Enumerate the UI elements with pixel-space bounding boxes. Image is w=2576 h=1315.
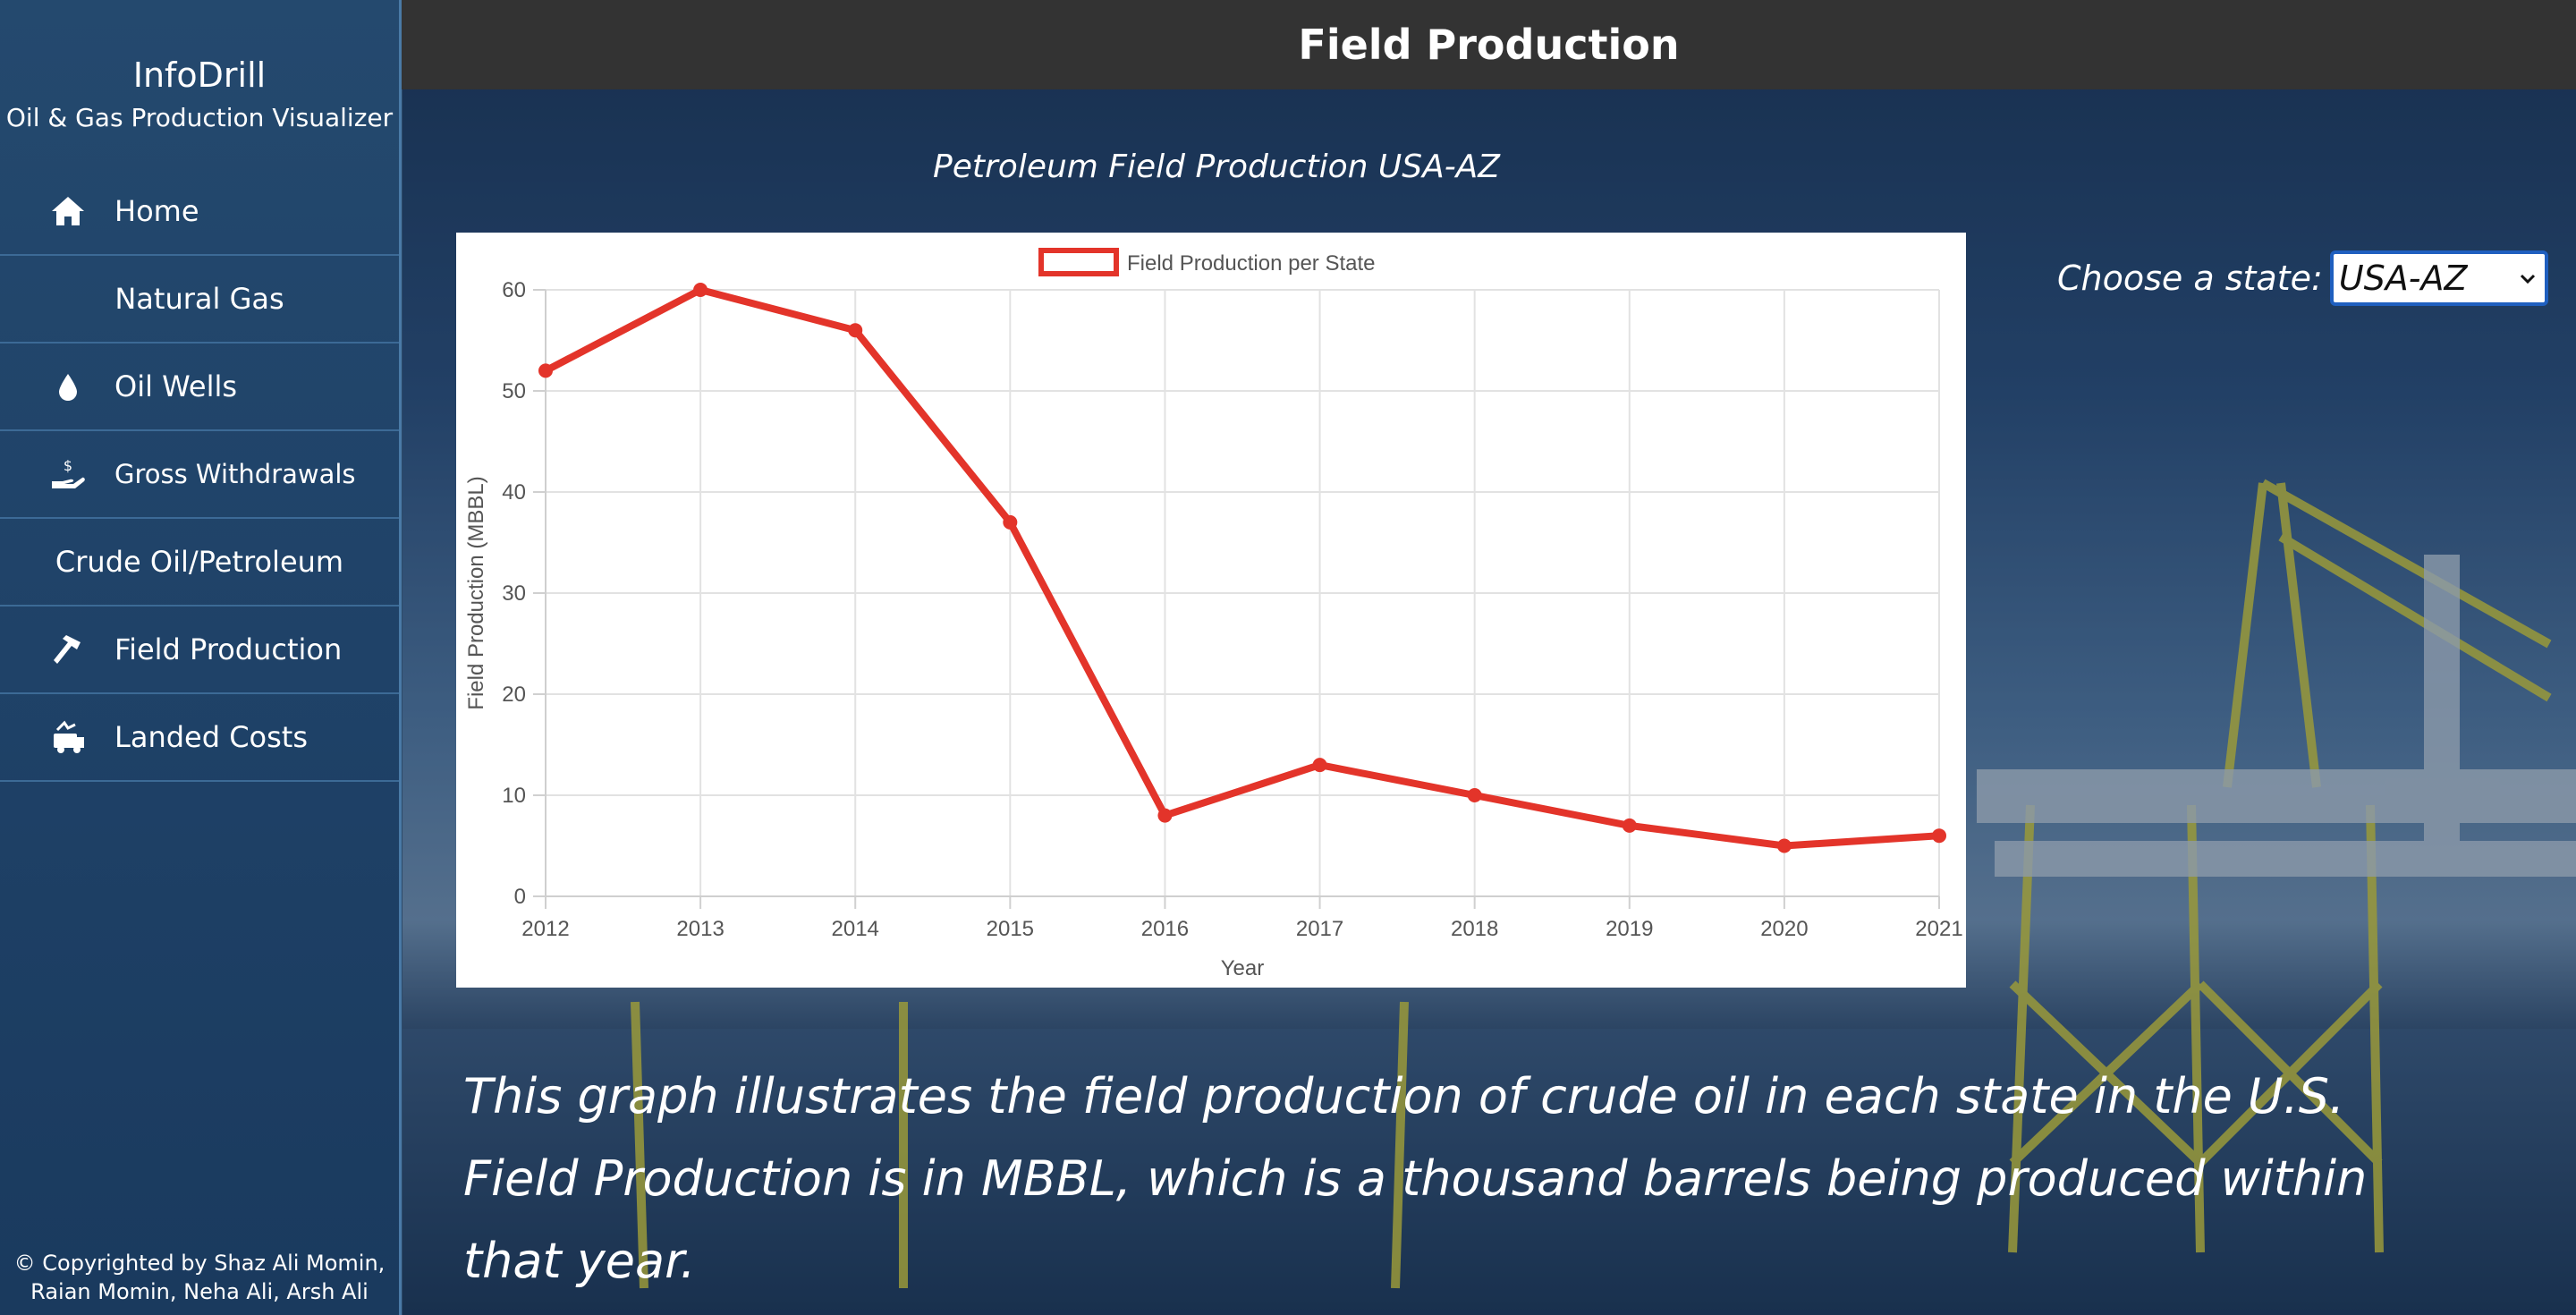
- data-point: [1932, 828, 1946, 844]
- sidebar-item-landed-costs[interactable]: Landed Costs: [0, 694, 399, 782]
- oil-rig-illustration: [631, 479, 2576, 1289]
- x-axis-title: Year: [1221, 956, 1265, 980]
- state-picker-label: Choose a state:: [2057, 259, 2323, 298]
- x-tick-label: 2020: [1760, 917, 1808, 941]
- state-select-value: USA-AZ: [2338, 259, 2468, 298]
- data-point: [1312, 758, 1327, 773]
- state-picker: Choose a state: USA-AZ: [2057, 250, 2548, 306]
- chart-container: 0 10 20 30 40 50 60 2012 2013 2014 2015 2016 2017 201…: [456, 233, 1966, 988]
- data-point: [1467, 788, 1482, 802]
- section-crude-oil: Crude Oil/Petroleum: [0, 519, 399, 607]
- sidebar-item-label: Oil Wells: [114, 369, 238, 403]
- y-tick-label: 60: [502, 278, 526, 302]
- sidebar: InfoDrill Oil & Gas Production Visualize…: [0, 0, 402, 1315]
- hand-dollar-icon: $: [52, 457, 85, 488]
- section-natural-gas: Natural Gas: [0, 256, 399, 344]
- x-tick-label: 2021: [1915, 917, 1962, 941]
- state-select[interactable]: USA-AZ: [2329, 250, 2548, 306]
- legend-swatch: [1038, 248, 1119, 276]
- droplet-icon: [59, 374, 77, 401]
- app-title[interactable]: InfoDrill: [132, 55, 267, 95]
- data-point: [1157, 808, 1173, 823]
- y-axis-title: Field Production (MBBL): [464, 476, 488, 709]
- data-point: [848, 323, 863, 338]
- chart-description: This graph illustrates the field product…: [463, 1068, 2368, 1289]
- y-tick-label: 50: [502, 379, 526, 403]
- chart-title: Petroleum Field Production USA-AZ: [933, 148, 1500, 185]
- field-production-chart: 0 10 20 30 40 50 60 2012 2013 2014 2015 2016 2017 201…: [464, 248, 1963, 980]
- page-title: Field Production: [1298, 21, 1680, 69]
- x-tick-label: 2012: [521, 917, 569, 941]
- sidebar-item-label: Home: [114, 194, 199, 228]
- data-point: [1622, 818, 1637, 833]
- sidebar-nav: Home Natural Gas Oil Wells $ Gross Withd…: [0, 168, 399, 782]
- y-tick-label: 20: [502, 683, 526, 707]
- data-point: [1776, 838, 1792, 853]
- series-line: [544, 286, 1940, 850]
- sea-background: [402, 1029, 2576, 1315]
- x-tick-label: 2019: [1606, 917, 1653, 941]
- y-tick-label: 30: [502, 581, 526, 606]
- home-icon: [52, 197, 84, 225]
- y-tick-label: 40: [502, 480, 526, 505]
- x-tick-label: 2018: [1451, 917, 1498, 941]
- data-point: [693, 283, 708, 297]
- svg-text:$: $: [64, 457, 72, 474]
- y-tick-label: 0: [514, 885, 526, 909]
- sidebar-item-home[interactable]: Home: [0, 168, 399, 256]
- copyright-text: © Copyrighted by Shaz Ali Momin, Raian M…: [13, 1251, 386, 1304]
- x-tick-label: 2017: [1296, 917, 1343, 941]
- page-header: Field Production: [402, 0, 2576, 89]
- cash-truck-icon: [54, 720, 84, 753]
- x-tick-label: 2015: [987, 917, 1034, 941]
- data-point: [1003, 514, 1018, 530]
- sidebar-item-label: Gross Withdrawals: [114, 459, 356, 489]
- sidebar-item-label: Landed Costs: [114, 720, 309, 754]
- sidebar-item-gross-withdrawals[interactable]: $ Gross Withdrawals: [0, 431, 399, 519]
- app-subtitle: Oil & Gas Production Visualizer: [5, 103, 394, 132]
- sidebar-item-oil-wells[interactable]: Oil Wells: [0, 344, 399, 431]
- legend-label: Field Production per State: [1127, 251, 1376, 276]
- data-point: [538, 363, 553, 378]
- x-tick-label: 2013: [676, 917, 724, 941]
- sidebar-item-label: Field Production: [114, 632, 343, 666]
- y-tick-label: 10: [502, 784, 526, 808]
- sidebar-item-field-production[interactable]: Field Production: [0, 607, 399, 694]
- x-tick-label: 2016: [1141, 917, 1189, 941]
- chevron-down-icon: [2520, 274, 2535, 284]
- x-tick-label: 2014: [832, 917, 879, 941]
- brand: InfoDrill Oil & Gas Production Visualize…: [0, 0, 399, 136]
- hammer-icon: [54, 635, 80, 664]
